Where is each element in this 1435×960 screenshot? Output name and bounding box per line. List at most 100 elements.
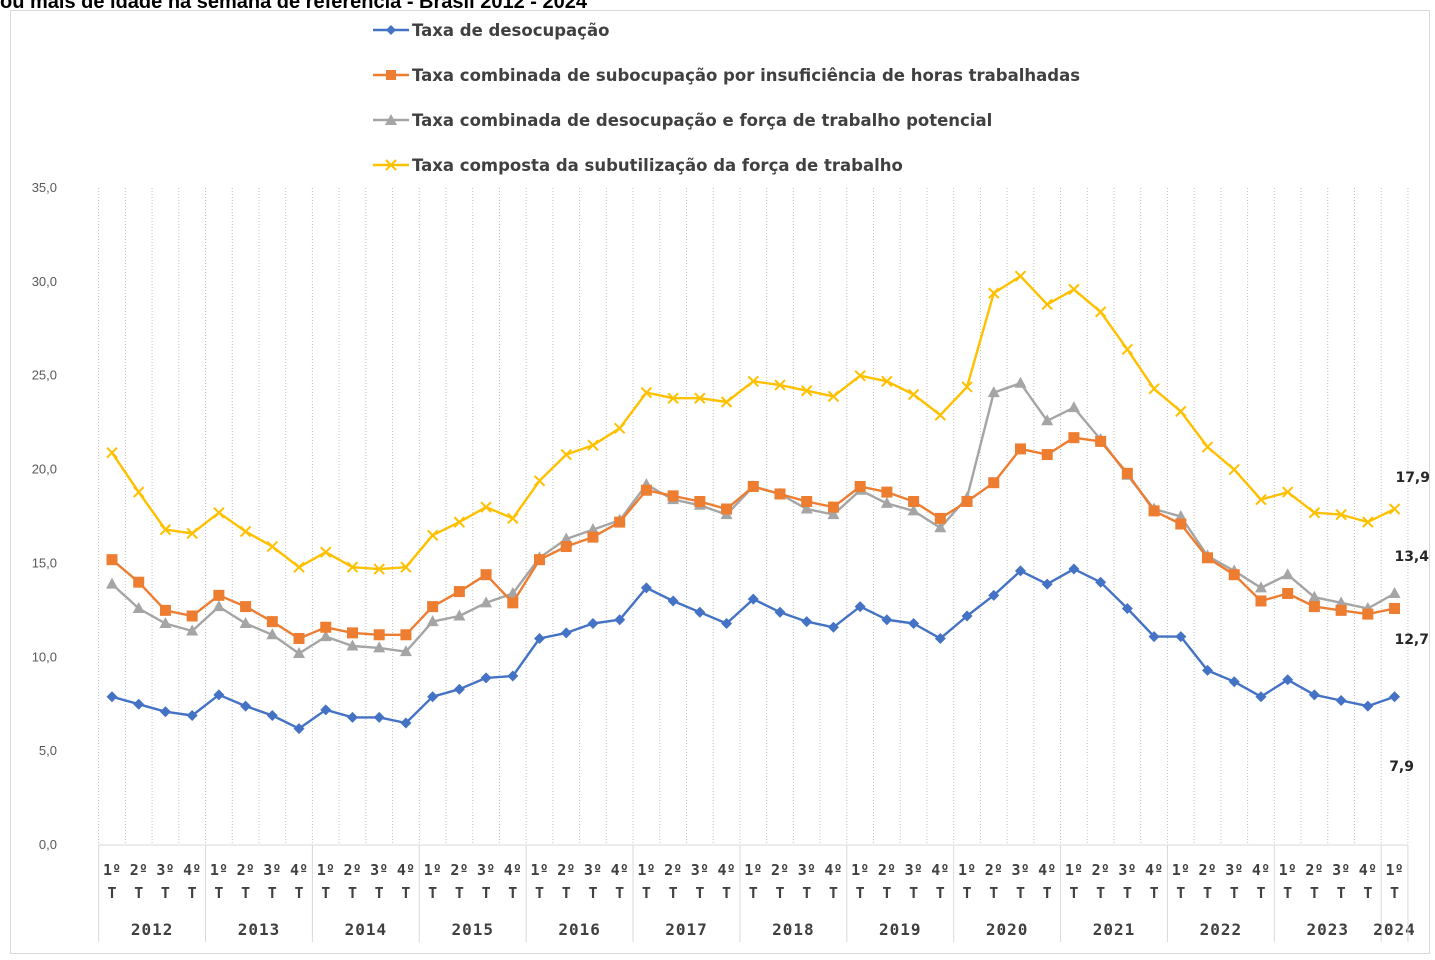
data-point [186,709,198,721]
data-point [907,504,920,516]
x-tick-suffix-label: T [268,884,277,902]
data-point [346,711,358,723]
data-point [320,621,332,633]
data-point [1228,676,1240,688]
x-tick-suffix-label: T [749,884,758,902]
x-tick-quarter-label: 2º [130,861,148,879]
legend-item-desocupacao: Taxa de desocupação [372,20,609,40]
x-year-label: 2022 [1200,920,1243,939]
data-point [186,527,198,540]
data-point [426,615,439,627]
x-year-label: 2020 [986,920,1029,939]
legend-marker-triangle-icon [373,114,409,125]
data-point [587,439,599,451]
x-tick-suffix-label: T [1123,884,1132,902]
x-tick-quarter-label: 2º [878,861,896,879]
data-point [827,508,840,520]
x-tick-suffix-label: T [107,884,116,902]
x-tick-suffix-label: T [1176,884,1185,902]
data-point [426,529,439,541]
data-point [400,717,412,729]
x-tick-suffix-label: T [455,884,464,902]
data-point [961,495,973,507]
data-point [880,496,893,508]
data-point [908,617,920,629]
x-tick-quarter-label: 3º [477,861,495,879]
x-tick-quarter-label: 3º [691,861,709,879]
y-tick-label: 25,0 [32,368,57,383]
data-point [1388,586,1401,598]
x-tick-quarter-label: 2º [771,861,789,879]
data-point [1335,596,1348,608]
legend-marker-x-icon [373,159,409,171]
x-tick-suffix-label: T [508,884,517,902]
data-point [427,691,439,703]
x-tick-quarter-label: 2º [1092,861,1110,879]
x-tick-quarter-label: 3º [905,861,923,879]
data-point [587,617,599,629]
data-point [640,386,653,399]
x-tick-quarter-label: 4º [718,861,736,879]
data-point [507,670,519,682]
x-tick-suffix-label: T [722,884,731,902]
y-tick-label: 5,0 [39,743,57,758]
data-point [1308,601,1320,613]
data-point [1014,270,1027,282]
data-point [1362,700,1374,712]
data-point [560,541,572,553]
x-tick-suffix-label: T [401,884,410,902]
x-tick-suffix-label: T [1310,884,1319,902]
x-tick-suffix-label: T [134,884,143,902]
data-point [293,633,305,645]
data-point [694,495,706,507]
data-point [1121,343,1134,356]
data-point [399,645,412,657]
data-point [1202,552,1214,564]
x-tick-quarter-label: 1º [1172,861,1190,879]
data-point [881,375,893,388]
x-tick-suffix-label: T [615,884,624,902]
x-year-label: 2015 [451,920,494,939]
x-tick-quarter-label: 1º [1279,861,1297,879]
x-year-label: 2014 [345,920,388,939]
data-point [747,593,759,605]
data-point [506,586,519,598]
data-point [1335,604,1347,616]
x-tick-quarter-label: 4º [1038,861,1056,879]
x-tick-quarter-label: 4º [1252,861,1270,879]
data-point [534,633,546,645]
x-tick-quarter-label: 3º [156,861,174,879]
x-tick-quarter-label: 1º [958,861,976,879]
x-tick-quarter-label: 3º [798,861,816,879]
legend-marker-square-icon [373,70,409,80]
data-label: 13,4 [1394,549,1429,565]
data-point [934,409,947,421]
data-point [560,532,573,544]
data-point [480,672,492,684]
data-point [747,480,759,492]
x-tick-suffix-label: T [642,884,651,902]
data-point [1282,587,1294,599]
data-point [159,616,172,628]
x-tick-suffix-label: T [1203,884,1212,902]
data-point [560,627,572,639]
x-tick-quarter-label: 1º [530,861,548,879]
data-point [1148,383,1160,395]
x-year-label: 2019 [879,920,922,939]
data-point [1014,565,1026,577]
data-point [453,609,466,621]
data-point [1041,414,1054,426]
y-tick-label: 30,0 [32,274,57,289]
x-tick-quarter-label: 3º [1118,861,1136,879]
data-point [346,627,358,639]
x-tick-suffix-label: T [375,884,384,902]
x-tick-quarter-label: 2º [985,861,1003,879]
x-tick-quarter-label: 1º [210,861,228,879]
data-point [961,610,973,622]
x-tick-suffix-label: T [588,884,597,902]
x-tick-suffix-label: T [1283,884,1292,902]
x-tick-suffix-label: T [1256,884,1265,902]
x-tick-quarter-label: 3º [370,861,388,879]
data-point [1228,463,1240,476]
data-point [106,691,118,703]
